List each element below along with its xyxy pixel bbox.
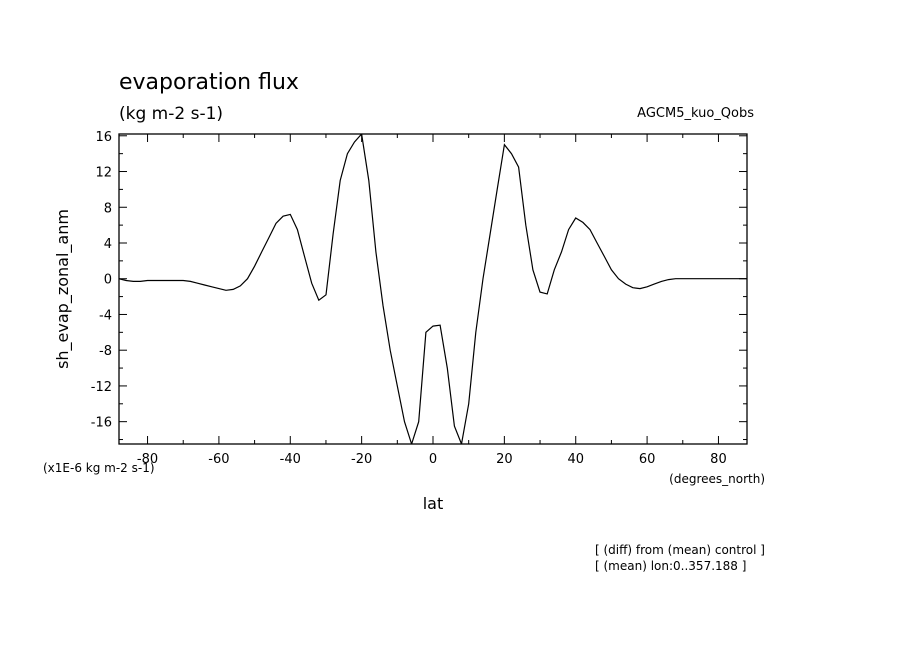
x-tick-label: -80 xyxy=(137,452,158,467)
x-tick-label: 40 xyxy=(567,452,584,467)
x-tick-label: -60 xyxy=(208,452,229,467)
series-group xyxy=(119,134,747,444)
x-tick-labels: -80 -60 -40 -20 0 20 40 60 80 xyxy=(137,452,727,467)
y-tick-label: 0 xyxy=(104,273,112,288)
y-tick-label: 4 xyxy=(104,237,112,252)
series-line xyxy=(119,134,747,444)
y-tick-label: -12 xyxy=(91,380,112,395)
dataset-label: AGCM5_kuo_Qobs xyxy=(637,106,754,121)
y-tick-label: 8 xyxy=(104,201,112,216)
chart-title: evaporation flux xyxy=(119,70,299,95)
y-tick-label: 12 xyxy=(95,166,112,181)
plot-frame xyxy=(118,133,748,445)
y-tick-label: -8 xyxy=(99,344,112,359)
x-tick-label: 20 xyxy=(496,452,513,467)
x-tick-label: 60 xyxy=(639,452,656,467)
note-diff: [ (diff) from (mean) control ] xyxy=(595,543,765,557)
y-axis-label: sh_evap_zonal_anm xyxy=(53,209,73,369)
x-tick-label: -40 xyxy=(280,452,301,467)
y-tick-labels: 16 12 8 4 0 -4 -8 -12 -16 xyxy=(91,130,112,431)
x-tick-label: -20 xyxy=(351,452,372,467)
x-unit-label: (degrees_north) xyxy=(669,472,765,486)
x-axis-label: lat xyxy=(423,494,444,513)
y-unit-label: (x1E-6 kg m-2 s-1) xyxy=(43,461,155,475)
chart-subtitle: (kg m-2 s-1) xyxy=(119,104,223,124)
axis-ticks xyxy=(119,134,747,444)
x-tick-label: 80 xyxy=(710,452,727,467)
x-tick-label: 0 xyxy=(429,452,437,467)
note-mean: [ (mean) lon:0..357.188 ] xyxy=(595,559,746,573)
y-tick-label: -16 xyxy=(91,416,112,431)
y-tick-label: -4 xyxy=(99,308,112,323)
y-tick-label: 16 xyxy=(95,130,112,145)
